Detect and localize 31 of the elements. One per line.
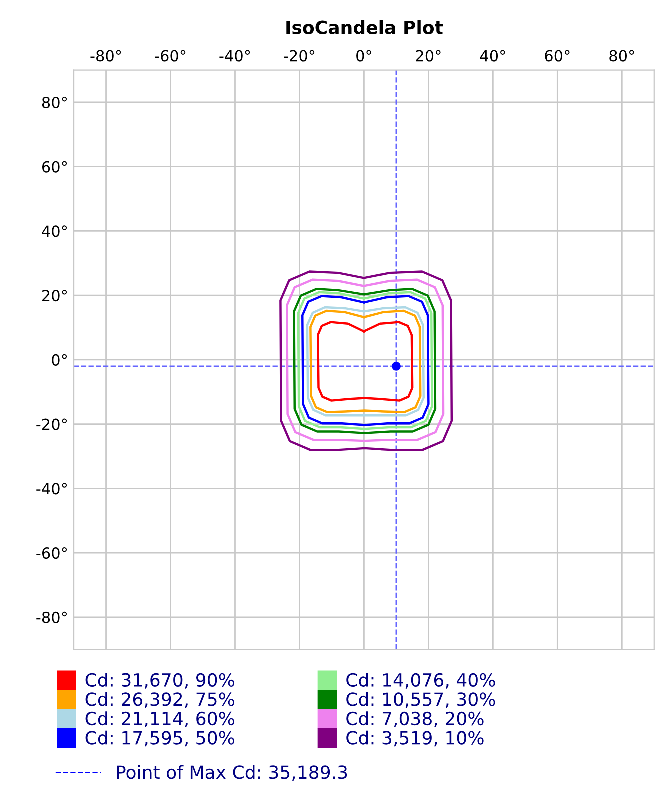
legend-label: Point of Max Cd: 35,189.3 (117, 765, 348, 782)
legend-label: Cd: 14,076, 40% (346, 673, 496, 689)
y-tick-label: 40° (42, 226, 68, 238)
x-tick-label: -60° (155, 50, 186, 62)
legend-label: Cd: 7,038, 20% (346, 712, 484, 728)
x-tick-label: -40° (220, 50, 250, 62)
x-tick-label: -20° (284, 50, 315, 62)
line-series (286, 278, 445, 442)
line-series (316, 321, 414, 402)
x-tick-label: -80° (90, 50, 122, 62)
x-tick-label: 0° (356, 50, 372, 62)
y-tick-label: 80° (42, 96, 68, 109)
y-tick-label: -60° (36, 548, 68, 560)
x-tick-label: 60° (545, 50, 570, 62)
y-tick-label: 60° (42, 161, 68, 173)
chart-title: IsoCandela Plot (286, 20, 444, 34)
x-tick-label: 40° (480, 50, 506, 62)
y-tick-label: 20° (42, 290, 68, 302)
legend-label: Cd: 21,114, 60% (86, 712, 234, 728)
legend-label: Cd: 3,519, 10% (346, 730, 484, 747)
y-tick-label: -20° (36, 418, 68, 430)
y-tick-label: -80° (36, 612, 68, 624)
line-series (280, 270, 454, 452)
y-tick-label: -40° (36, 483, 68, 495)
legend-label: Cd: 26,392, 75% (86, 692, 234, 708)
legend-label: Cd: 10,557, 30% (346, 692, 496, 708)
y-tick-label: 0° (52, 354, 68, 366)
legend-label: Cd: 31,670, 90% (86, 673, 234, 689)
x-tick-label: 20° (416, 50, 441, 62)
x-tick-label: 80° (610, 50, 634, 62)
legend-label: Cd: 17,595, 50% (86, 730, 234, 747)
